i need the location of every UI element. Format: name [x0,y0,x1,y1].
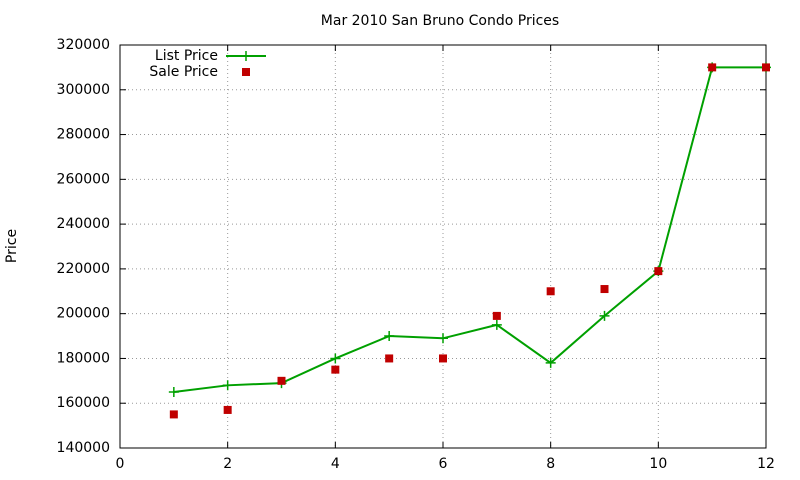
y-tick-label: 140000 [57,440,110,456]
y-tick-label: 220000 [57,261,110,277]
marker [439,354,447,363]
legend-label: Sale Price [149,64,218,80]
marker [385,354,394,363]
x-tick-label: 4 [331,456,340,472]
marker [330,353,341,364]
marker [438,333,448,344]
marker [492,311,501,320]
legend-swatch [242,68,250,76]
legend-swatch [241,51,251,61]
marker [491,319,502,330]
series-line [173,66,766,394]
marker [599,310,610,321]
x-tick-label: 8 [546,456,555,472]
marker [331,365,340,374]
y-tick-label: 300000 [57,82,110,98]
marker [708,63,717,72]
legend-label: List Price [155,48,218,64]
y-tick-label: 200000 [57,306,110,322]
marker [168,387,179,398]
marker [546,287,555,296]
marker [600,285,609,294]
chart-title: Mar 2010 San Bruno Condo Prices [321,13,559,29]
marker [277,376,286,385]
marker [762,63,770,72]
x-tick-label: 10 [649,456,667,472]
marker [223,405,232,414]
y-tick-label: 320000 [57,37,110,53]
marker [654,267,663,276]
y-tick-label: 280000 [57,127,110,143]
y-tick-label: 180000 [57,350,110,366]
plot-frame [119,44,767,449]
y-tick-label: 260000 [57,171,110,187]
y-tick-label: 240000 [57,216,110,232]
y-axis-label: Price [4,229,20,263]
marker [545,357,556,368]
y-tick-label: 160000 [57,395,110,411]
marker [169,410,178,419]
x-tick-label: 6 [439,456,448,472]
x-tick-label: 12 [757,456,775,472]
marker [222,380,233,391]
x-tick-label: 0 [116,456,125,472]
marker [384,331,395,342]
x-tick-label: 2 [223,456,232,472]
